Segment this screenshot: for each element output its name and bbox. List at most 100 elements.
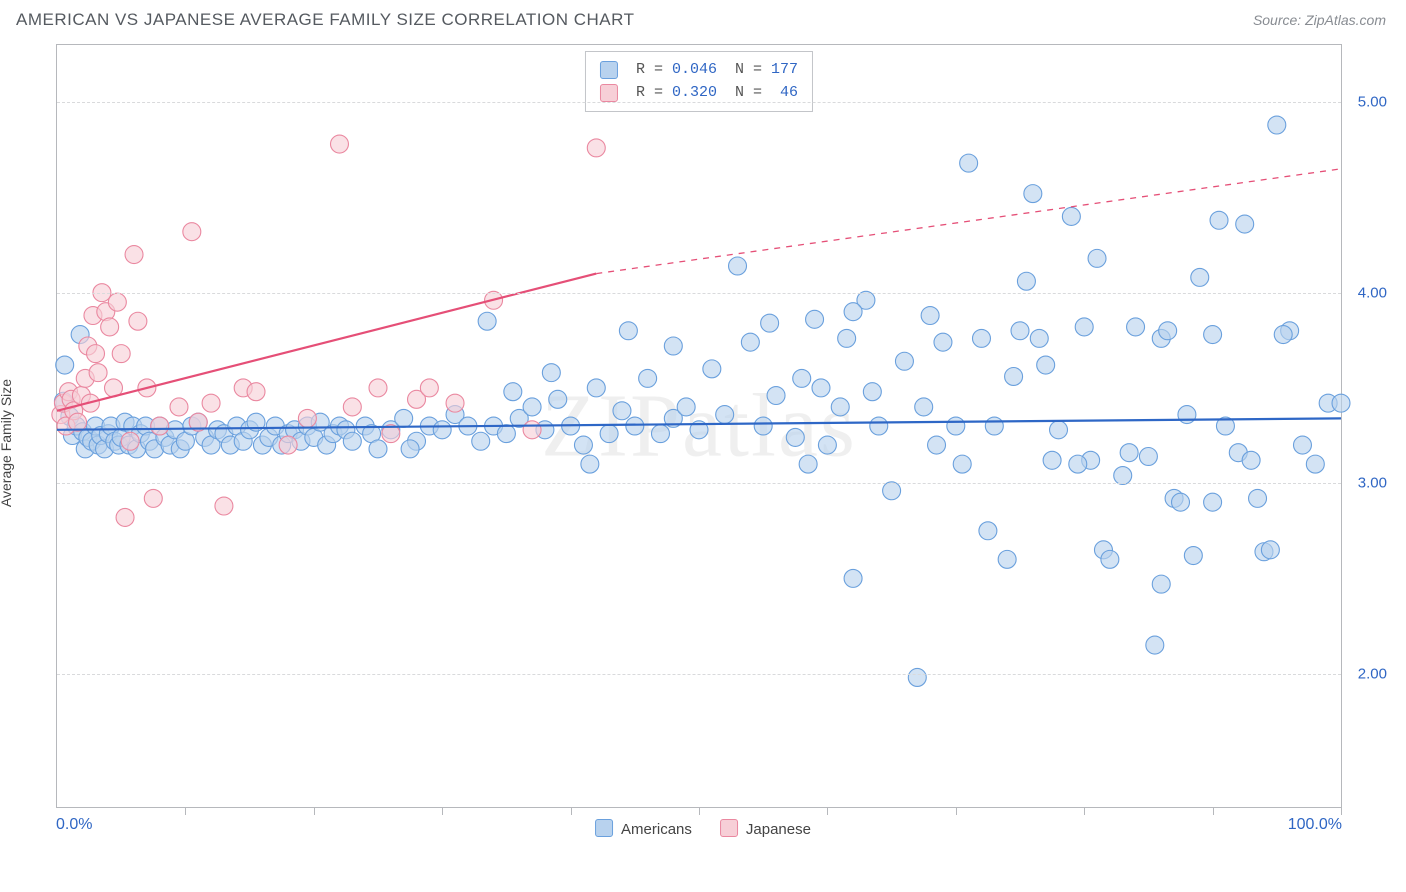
data-point xyxy=(587,379,605,397)
data-point xyxy=(844,569,862,587)
data-point xyxy=(1127,318,1145,336)
data-point xyxy=(116,508,134,526)
data-point xyxy=(478,312,496,330)
data-point xyxy=(626,417,644,435)
data-point xyxy=(1120,444,1138,462)
data-point xyxy=(125,246,143,264)
data-point xyxy=(613,402,631,420)
data-point xyxy=(1274,326,1292,344)
data-point xyxy=(1261,541,1279,559)
data-point xyxy=(1075,318,1093,336)
data-point xyxy=(761,314,779,332)
source-credit: Source: ZipAtlas.com xyxy=(1253,12,1386,28)
data-point xyxy=(581,455,599,473)
data-point xyxy=(587,139,605,157)
data-point xyxy=(741,333,759,351)
data-point xyxy=(202,394,220,412)
data-point xyxy=(69,413,87,431)
data-point xyxy=(600,425,618,443)
data-point xyxy=(215,497,233,515)
data-point xyxy=(883,482,901,500)
data-point xyxy=(1146,636,1164,654)
legend-item: Japanese xyxy=(720,819,811,838)
data-point xyxy=(472,432,490,450)
trend-line-extrapolated xyxy=(596,169,1341,274)
data-point xyxy=(497,425,515,443)
data-point xyxy=(831,398,849,416)
plot-area: ZIPatlas R = 0.046 N = 177R = 0.320 N = … xyxy=(56,44,1342,808)
legend-row: R = 0.046 N = 177 xyxy=(600,58,798,81)
data-point xyxy=(1011,322,1029,340)
data-point xyxy=(729,257,747,275)
data-point xyxy=(183,223,201,241)
data-point xyxy=(542,364,560,382)
data-point xyxy=(915,398,933,416)
data-point xyxy=(953,455,971,473)
data-point xyxy=(1242,451,1260,469)
data-point xyxy=(1306,455,1324,473)
data-point xyxy=(1184,547,1202,565)
data-point xyxy=(1017,272,1035,290)
data-point xyxy=(1204,493,1222,511)
data-point xyxy=(1101,550,1119,568)
data-point xyxy=(1069,455,1087,473)
data-point xyxy=(1159,322,1177,340)
data-point xyxy=(101,318,119,336)
data-point xyxy=(129,312,147,330)
legend-item: Americans xyxy=(595,819,692,838)
data-point xyxy=(1037,356,1055,374)
data-point xyxy=(330,135,348,153)
data-point xyxy=(446,394,464,412)
data-point xyxy=(799,455,817,473)
data-point xyxy=(1152,575,1170,593)
data-point xyxy=(838,329,856,347)
data-point xyxy=(420,379,438,397)
data-point xyxy=(1043,451,1061,469)
data-point xyxy=(972,329,990,347)
data-point xyxy=(433,421,451,439)
data-point xyxy=(870,417,888,435)
data-point xyxy=(1050,421,1068,439)
data-point xyxy=(1268,116,1286,134)
x-max-label: 100.0% xyxy=(1288,816,1342,834)
data-point xyxy=(549,390,567,408)
legend-row: R = 0.320 N = 46 xyxy=(600,81,798,104)
data-point xyxy=(1293,436,1311,454)
data-point xyxy=(812,379,830,397)
data-point xyxy=(908,668,926,686)
data-point xyxy=(619,322,637,340)
data-point xyxy=(960,154,978,172)
data-point xyxy=(1062,207,1080,225)
data-point xyxy=(985,417,1003,435)
data-point xyxy=(863,383,881,401)
data-point xyxy=(504,383,522,401)
y-tick-label: 4.00 xyxy=(1345,284,1387,301)
data-point xyxy=(369,379,387,397)
data-point xyxy=(1191,268,1209,286)
data-point xyxy=(170,398,188,416)
data-point xyxy=(87,345,105,363)
x-min-label: 0.0% xyxy=(56,816,92,834)
data-point xyxy=(844,303,862,321)
scatter-svg xyxy=(57,45,1341,807)
data-point xyxy=(395,409,413,427)
data-point xyxy=(1030,329,1048,347)
data-point xyxy=(1005,367,1023,385)
data-point xyxy=(523,421,541,439)
data-point xyxy=(1332,394,1350,412)
data-point xyxy=(895,352,913,370)
data-point xyxy=(574,436,592,454)
data-point xyxy=(112,345,130,363)
y-tick-label: 2.00 xyxy=(1345,665,1387,682)
data-point xyxy=(1236,215,1254,233)
data-point xyxy=(144,489,162,507)
data-point xyxy=(767,387,785,405)
data-point xyxy=(786,428,804,446)
data-point xyxy=(928,436,946,454)
data-point xyxy=(108,293,126,311)
data-point xyxy=(89,364,107,382)
data-point xyxy=(921,307,939,325)
data-point xyxy=(369,440,387,458)
data-point xyxy=(998,550,1016,568)
data-point xyxy=(677,398,695,416)
